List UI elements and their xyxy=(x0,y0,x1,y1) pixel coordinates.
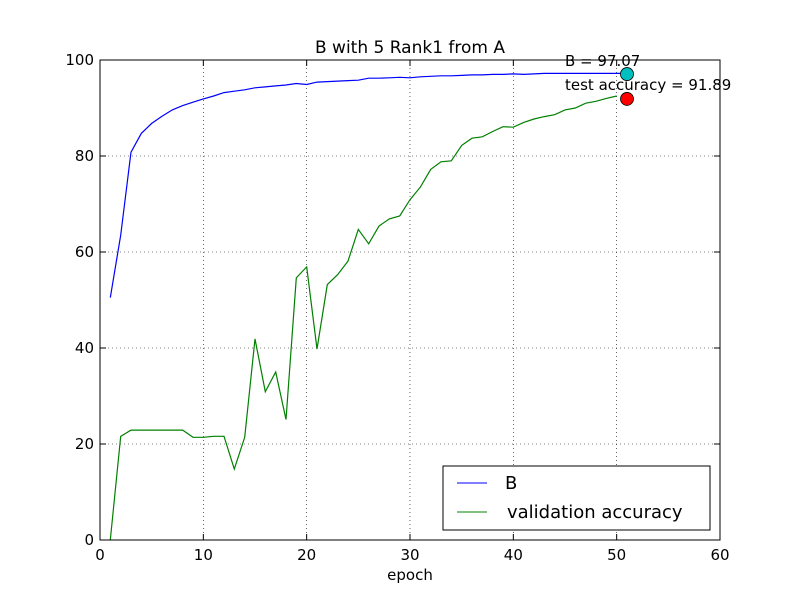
legend-box xyxy=(442,465,711,531)
y-tick-label: 0 xyxy=(84,531,94,549)
axis-ticks: 0 10 20 30 40 50 60 0 20 40 60 80 100 xyxy=(65,51,729,564)
test-accuracy-marker xyxy=(620,92,634,106)
x-axis-label: epoch xyxy=(387,566,433,584)
annotation-labels: B = 97.07 test accuracy = 91.89 xyxy=(565,52,731,94)
grid xyxy=(100,60,720,540)
y-tick-label: 80 xyxy=(75,147,94,165)
x-tick-label: 50 xyxy=(607,546,626,564)
series-lines xyxy=(109,72,627,541)
x-tick-label: 10 xyxy=(194,546,213,564)
series-line-b xyxy=(109,72,627,298)
x-tick-label: 30 xyxy=(400,546,419,564)
test-accuracy-annotation-label: test accuracy = 91.89 xyxy=(565,76,731,94)
y-tick-label: 100 xyxy=(65,51,94,69)
x-tick-label: 60 xyxy=(710,546,729,564)
legend-label-b: B xyxy=(505,473,517,494)
annotation-markers xyxy=(620,67,634,106)
b-annotation-label: B = 97.07 xyxy=(565,52,640,70)
x-tick-label: 0 xyxy=(95,546,105,564)
b-marker xyxy=(620,67,634,81)
y-tick-label: 20 xyxy=(75,435,94,453)
legend-label-validation: validation accuracy xyxy=(507,502,683,523)
series-line-validation-accuracy xyxy=(109,95,617,541)
chart-title: B with 5 Rank1 from A xyxy=(315,38,505,58)
legend: B validation accuracy xyxy=(442,465,711,531)
y-tick-label: 60 xyxy=(75,243,94,261)
x-tick-label: 40 xyxy=(504,546,523,564)
x-tick-label: 20 xyxy=(297,546,316,564)
y-tick-label: 40 xyxy=(75,339,94,357)
